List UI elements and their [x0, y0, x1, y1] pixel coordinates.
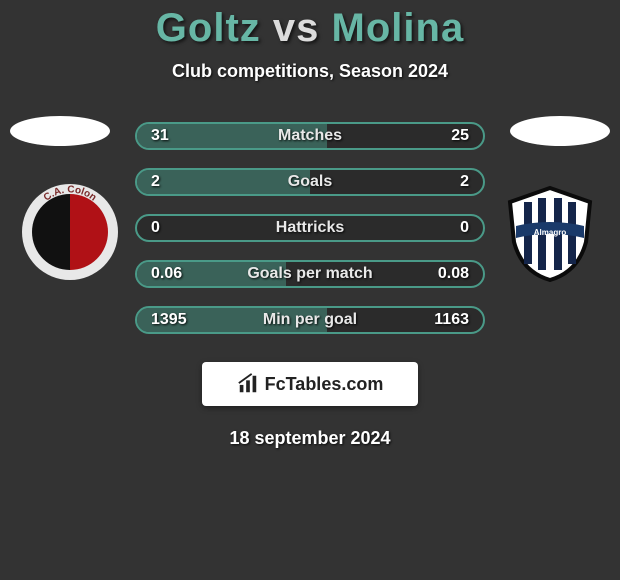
stat-value-right: 25	[451, 127, 469, 145]
stat-value-left: 1395	[151, 311, 187, 329]
subtitle: Club competitions, Season 2024	[0, 61, 620, 82]
source-brand: FcTables.com	[265, 374, 384, 395]
stat-label: Goals per match	[247, 265, 372, 283]
title-player-right: Molina	[332, 6, 465, 50]
stat-label: Min per goal	[263, 311, 357, 329]
stat-value-left: 0	[151, 219, 160, 237]
source-badge[interactable]: FcTables.com	[202, 362, 418, 406]
crest-right-text: Almagro	[534, 228, 567, 237]
title-vs: vs	[273, 6, 320, 50]
comparison-stage: C.A. Colon Almagro 31 Matches 25 2 Goals 2 0 Ha…	[0, 122, 620, 334]
club-crest-right: Almagro	[500, 182, 600, 282]
stat-bar: 0.06 Goals per match 0.08	[135, 260, 485, 288]
stat-bar: 31 Matches 25	[135, 122, 485, 150]
stat-bar-fill	[137, 170, 310, 194]
stat-value-right: 2	[460, 173, 469, 191]
stat-value-right: 0.08	[438, 265, 469, 283]
player-avatar-right	[510, 116, 610, 146]
stat-value-right: 0	[460, 219, 469, 237]
stat-bar: 1395 Min per goal 1163	[135, 306, 485, 334]
bar-chart-icon	[237, 373, 259, 395]
stat-label: Goals	[288, 173, 332, 191]
stat-bar: 0 Hattricks 0	[135, 214, 485, 242]
title-player-left: Goltz	[156, 6, 261, 50]
snapshot-date: 18 september 2024	[0, 428, 620, 449]
stat-value-left: 31	[151, 127, 169, 145]
player-avatar-left	[10, 116, 110, 146]
stat-value-left: 2	[151, 173, 160, 191]
club-crest-left: C.A. Colon	[20, 182, 120, 282]
stat-value-right: 1163	[434, 311, 469, 329]
page-title: Goltz vs Molina	[0, 0, 620, 51]
stat-bar: 2 Goals 2	[135, 168, 485, 196]
stat-label: Matches	[278, 127, 342, 145]
stat-label: Hattricks	[276, 219, 344, 237]
stat-value-left: 0.06	[151, 265, 182, 283]
stat-bars: 31 Matches 25 2 Goals 2 0 Hattricks 0 0.06 Goals p…	[135, 122, 485, 334]
